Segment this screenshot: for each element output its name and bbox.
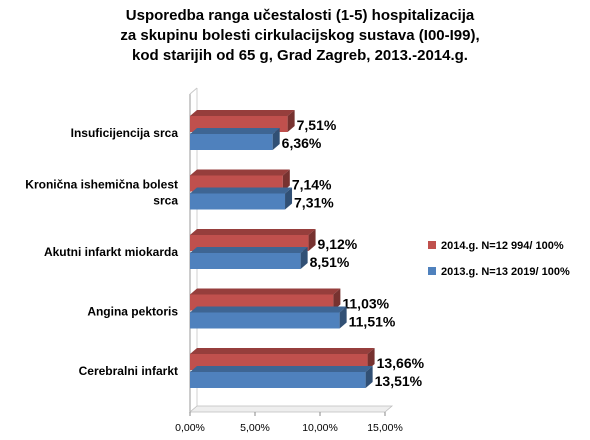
bar-end bbox=[285, 187, 293, 210]
data-label: 7,31% bbox=[294, 195, 334, 211]
bar-end bbox=[333, 288, 341, 311]
chart-title-line-2: za skupinu bolesti cirkulacijskog sustav… bbox=[120, 27, 479, 44]
data-label: 9,12% bbox=[318, 236, 358, 252]
x-tick-label: 15,00% bbox=[367, 422, 403, 434]
legend-swatch bbox=[428, 267, 436, 275]
bar-top bbox=[190, 229, 316, 235]
category-label: Angina pektoris bbox=[87, 305, 178, 319]
bar-top bbox=[190, 247, 308, 253]
bar-front bbox=[190, 193, 286, 210]
bar-front bbox=[190, 253, 301, 269]
floor-plane bbox=[188, 405, 394, 413]
bar-end bbox=[272, 128, 280, 150]
legend-swatch bbox=[428, 241, 436, 249]
axis-top-depth bbox=[189, 87, 198, 95]
bar bbox=[190, 128, 280, 150]
data-label: 11,03% bbox=[342, 296, 389, 312]
bar-end bbox=[308, 229, 316, 251]
legend: 2014.g. N=12 994/ 100% 2013.g. N=13 2019/… bbox=[428, 240, 570, 278]
category-label: Akutni infarkt miokarda bbox=[44, 245, 178, 259]
data-label: 6,36% bbox=[282, 135, 322, 151]
plot-area: 0,00% 5,00% 10,00% 15,00% Insuficijencija sr… bbox=[25, 87, 425, 434]
x-tick-label: 10,00% bbox=[302, 422, 338, 434]
chart-title-line-3: kod starijih od 65 g, Grad Zagreb, 2013.… bbox=[132, 47, 468, 64]
category-label: Cerebralni infarkt bbox=[79, 364, 178, 378]
data-label: 8,51% bbox=[310, 254, 350, 270]
bar-end bbox=[365, 366, 373, 388]
bar bbox=[190, 306, 347, 329]
bar-top bbox=[190, 169, 290, 176]
category-label: srca bbox=[153, 194, 178, 208]
legend-label: 2014.g. N=12 994/ 100% bbox=[441, 240, 564, 252]
bar-front bbox=[190, 372, 366, 388]
data-label: 7,14% bbox=[292, 177, 332, 193]
legend-label: 2013.g. N=13 2019/ 100% bbox=[441, 266, 570, 278]
bar-top bbox=[190, 366, 373, 372]
data-label: 13,51% bbox=[375, 373, 423, 389]
bar-front bbox=[190, 134, 273, 150]
bar-top bbox=[190, 187, 293, 194]
bar bbox=[190, 366, 373, 388]
bar-top bbox=[190, 110, 295, 116]
bar-end bbox=[287, 110, 295, 132]
category-label: Insuficijencija srca bbox=[71, 126, 179, 140]
chart-title-line-1: Usporedba ranga učestalosti (1-5) hospit… bbox=[126, 7, 475, 24]
bar-top bbox=[190, 306, 347, 313]
bar-end bbox=[339, 306, 347, 329]
chart-title: Usporedba ranga učestalosti (1-5) hospit… bbox=[120, 7, 479, 64]
data-label: 13,66% bbox=[377, 355, 425, 371]
bar bbox=[190, 187, 293, 210]
bar-end bbox=[367, 348, 375, 370]
bar-top bbox=[190, 288, 341, 295]
data-label: 7,51% bbox=[297, 117, 337, 133]
bar-end bbox=[282, 169, 290, 192]
x-tick-label: 5,00% bbox=[240, 422, 270, 434]
bar-end bbox=[300, 247, 308, 269]
bar-top bbox=[190, 128, 280, 134]
bar bbox=[190, 247, 308, 269]
category-label: Kronična ishemična bolest bbox=[25, 178, 178, 192]
bar-top bbox=[190, 348, 375, 354]
x-tick-label: 0,00% bbox=[175, 422, 205, 434]
data-label: 11,51% bbox=[349, 314, 396, 330]
bar-front bbox=[190, 312, 340, 329]
